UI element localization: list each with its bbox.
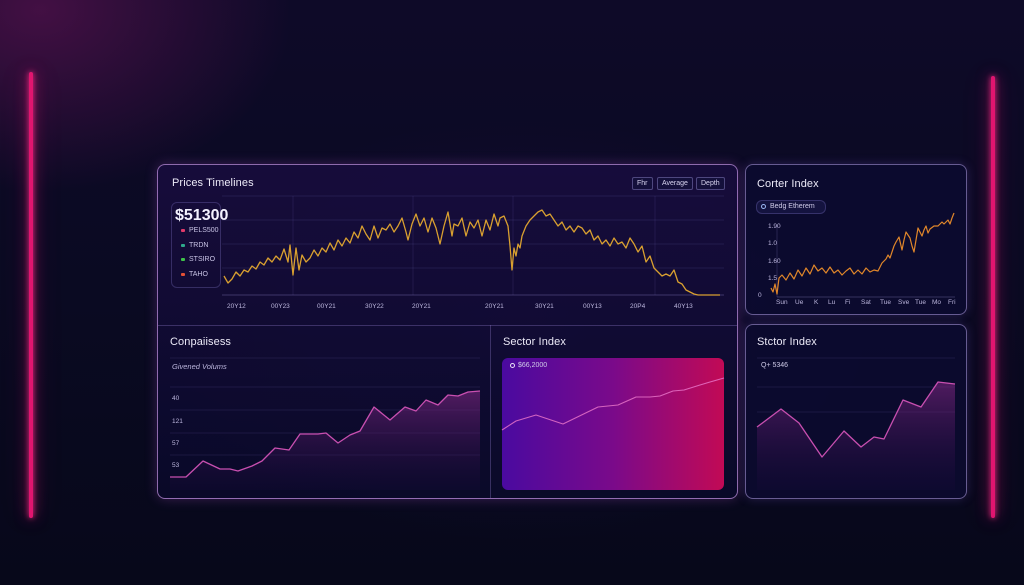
legend-item[interactable]: TRDN bbox=[181, 242, 208, 249]
series-badge-content: Bedg Etherem bbox=[761, 203, 815, 210]
average-button[interactable]: Average bbox=[657, 177, 693, 190]
legend-swatch bbox=[181, 244, 185, 247]
sector-index-title: Sector Index bbox=[503, 336, 566, 348]
x-tick: Mo bbox=[932, 299, 942, 306]
legend-swatch bbox=[181, 273, 185, 276]
x-tick: Sat bbox=[861, 299, 871, 306]
x-tick: 00Y21 bbox=[317, 303, 336, 310]
panel-divider bbox=[158, 325, 737, 326]
stctor-index-badge: Q+ 5346 bbox=[761, 362, 789, 369]
legend-box bbox=[171, 202, 221, 288]
legend-item[interactable]: PELS500 bbox=[181, 227, 219, 234]
x-tick: 40Y13 bbox=[674, 303, 693, 310]
y-tick: 40 bbox=[172, 395, 180, 402]
x-tick: 20Y21 bbox=[412, 303, 431, 310]
y-tick: 1.0 bbox=[768, 240, 778, 247]
legend-swatch bbox=[181, 229, 185, 232]
x-tick: 20Y12 bbox=[227, 303, 246, 310]
x-tick: 30Y22 bbox=[365, 303, 384, 310]
legend-item[interactable]: TAHO bbox=[181, 271, 208, 278]
x-tick: Fri bbox=[948, 299, 956, 306]
neon-bar-right bbox=[991, 76, 995, 518]
stctor-index-title: Stctor Index bbox=[757, 336, 817, 348]
x-tick: Fi bbox=[845, 299, 851, 306]
y-tick: 1.90 bbox=[768, 223, 781, 230]
series-badge-label: Bedg Etherem bbox=[770, 203, 815, 210]
corter-index-title: Corter Index bbox=[757, 178, 819, 190]
depth-button[interactable]: Depth bbox=[696, 177, 725, 190]
x-tick: Tue bbox=[915, 299, 926, 306]
y-tick: 57 bbox=[172, 440, 180, 447]
x-tick: 00Y23 bbox=[271, 303, 290, 310]
sector-index-badge: $66,2000 bbox=[510, 362, 547, 369]
legend-swatch bbox=[181, 258, 185, 261]
circle-icon bbox=[761, 204, 766, 209]
companies-subtitle: Givened Volums bbox=[172, 362, 227, 371]
y-tick: 1.5 bbox=[768, 275, 778, 282]
x-tick: K bbox=[814, 299, 819, 306]
x-tick: Sve bbox=[898, 299, 910, 306]
prices-timelines-title: Prices Timelines bbox=[172, 177, 254, 189]
circle-icon bbox=[510, 363, 515, 368]
x-tick: Sun bbox=[776, 299, 788, 306]
x-tick: 20Y21 bbox=[485, 303, 504, 310]
x-tick: 00Y13 bbox=[583, 303, 602, 310]
x-tick: Tue bbox=[880, 299, 891, 306]
series-badge bbox=[756, 200, 826, 214]
y-tick: 53 bbox=[172, 462, 180, 469]
companies-title: Conpaiisess bbox=[170, 336, 232, 348]
legend-label: TRDN bbox=[189, 242, 209, 249]
corter-index-panel bbox=[745, 164, 967, 315]
neon-bar-left bbox=[29, 72, 33, 518]
x-tick: 20P4 bbox=[630, 303, 646, 310]
legend-item[interactable]: STSIRO bbox=[181, 256, 215, 263]
headline-price: $51300 bbox=[175, 207, 229, 224]
sector-index-badge-label: $66,2000 bbox=[518, 362, 548, 369]
legend-label: STSIRO bbox=[189, 256, 216, 263]
x-tick: Lu bbox=[828, 299, 836, 306]
x-tick: Ue bbox=[795, 299, 804, 306]
panel-divider-vertical bbox=[490, 325, 491, 498]
legend-label: TAHO bbox=[189, 271, 208, 278]
y-tick: 0 bbox=[758, 292, 762, 299]
filter-button[interactable]: Fhr bbox=[632, 177, 653, 190]
y-tick: 1.60 bbox=[768, 258, 781, 265]
sector-index-chart-area bbox=[502, 358, 724, 490]
legend-label: PELS500 bbox=[189, 227, 219, 234]
y-tick: 121 bbox=[172, 418, 183, 425]
x-tick: 30Y21 bbox=[535, 303, 554, 310]
